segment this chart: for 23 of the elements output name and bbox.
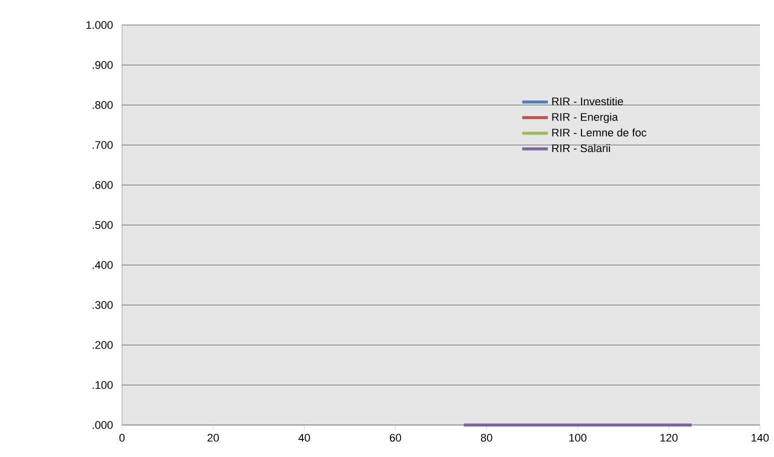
x-tick-label: 20: [208, 434, 219, 442]
y-tick-label: .100: [92, 381, 113, 389]
y-tick-label: .400: [92, 261, 113, 269]
y-tick-label: .000: [92, 421, 113, 429]
y-tick-label: .600: [92, 181, 113, 189]
y-tick-label: 1.000: [86, 21, 113, 29]
x-tick-label: 140: [752, 434, 769, 442]
y-tick-label: .200: [92, 341, 113, 349]
x-tick-label: 80: [480, 434, 492, 442]
y-tick-label: .700: [92, 141, 113, 149]
x-tick-label: 0: [119, 434, 125, 442]
y-tick-label: .900: [92, 61, 113, 69]
legend-label: RIR - Investitie: [552, 97, 623, 106]
x-tick-label: 120: [660, 434, 678, 442]
x-tick-label: 40: [298, 434, 310, 442]
legend-label: RIR - Energia: [552, 112, 618, 124]
y-tick-label: .500: [92, 221, 113, 229]
legend-label: RIR - Salarii: [552, 144, 610, 152]
y-tick-label: .800: [92, 101, 113, 109]
legend-label: RIR - Lemne de foc: [552, 128, 646, 137]
x-tick-label: 60: [390, 434, 402, 442]
y-tick-label: .300: [92, 301, 113, 309]
x-tick-label: 100: [569, 434, 586, 442]
